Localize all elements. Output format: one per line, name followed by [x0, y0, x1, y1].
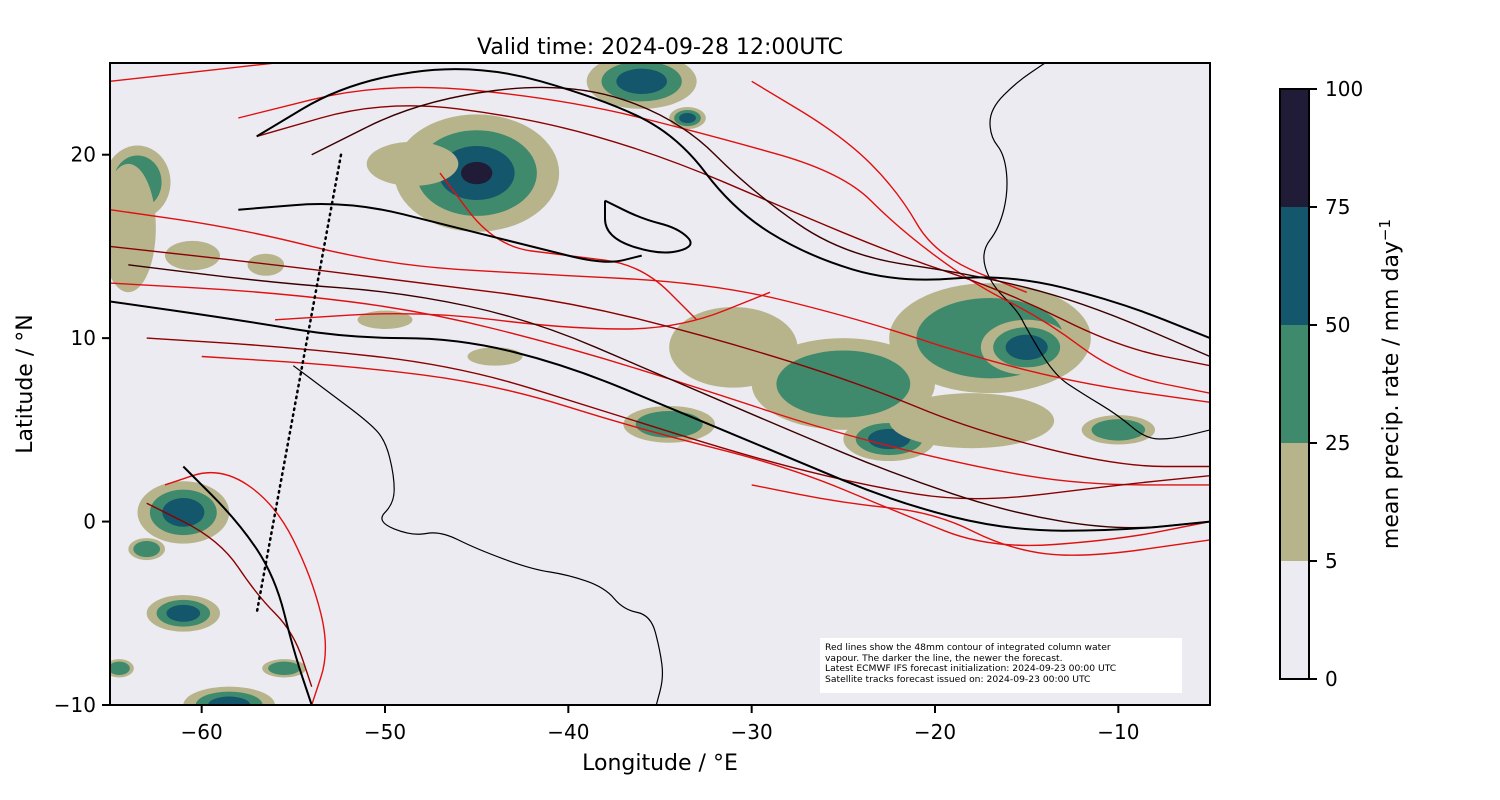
- x-tick-label: −20: [914, 720, 956, 744]
- x-tick-label: −10: [1097, 720, 1139, 744]
- iwv-contour-line: [110, 300, 1210, 532]
- iwv-contour-line: [110, 63, 276, 82]
- y-axis-label: Latitude / °N: [13, 314, 38, 453]
- note-line: Red lines show the 48mm contour of integ…: [825, 642, 1111, 653]
- precip-cell: [366, 141, 459, 186]
- note-line: Satellite tracks forecast issued on: 202…: [825, 673, 1091, 685]
- iwv-contour-line: [110, 245, 1210, 468]
- colorbar-segment: [1280, 325, 1309, 443]
- y-tick-label: −10: [54, 693, 96, 717]
- iwv-contour-line: [256, 105, 1210, 367]
- precip-cell: [357, 310, 413, 329]
- precip-cell: [162, 498, 205, 527]
- colorbar-label-superscript: −1: [1376, 219, 1394, 241]
- precip-cell: [616, 68, 667, 94]
- satellite-track: [255, 153, 343, 615]
- colorbar-label-text: mean precip. rate / mm day: [1379, 241, 1404, 549]
- iwv-contour-line: [751, 80, 1027, 293]
- iwv-contour-line: [274, 291, 771, 330]
- iwv-contour-line: [110, 282, 1210, 486]
- precip-cell: [1091, 419, 1146, 441]
- colorbar: 0 5 25 50 75 100: [1279, 77, 1363, 691]
- note-line: Latest ECMWF IFS forecast initialization…: [825, 663, 1117, 675]
- precip-cell: [110, 661, 130, 676]
- precip-cell: [110, 163, 156, 293]
- satellite-track-layer: [255, 153, 343, 615]
- colorbar-tick-label: 75: [1325, 195, 1350, 219]
- forecast-note-box: Red lines show the 48mm contour of integ…: [820, 638, 1182, 693]
- iwv-contour-line: [751, 484, 1210, 556]
- map-plot-area: [109, 62, 1211, 706]
- iwv-contour-line: [238, 203, 642, 263]
- precip-cell: [889, 393, 1055, 449]
- precip-cell: [467, 347, 523, 366]
- colorbar-tick-label: 100: [1325, 77, 1363, 101]
- colorbar-tick-label: 0: [1325, 667, 1338, 691]
- precip-cell: [268, 661, 301, 676]
- iwv-contour-line: [128, 264, 1210, 529]
- precip-cell: [247, 253, 285, 276]
- colorbar-frame: [1279, 88, 1310, 680]
- note-line: vapour. The darker the line, the newer t…: [825, 652, 1063, 664]
- precip-cell: [776, 350, 911, 418]
- x-tick-label: −60: [181, 720, 223, 744]
- coastline: [983, 63, 1210, 440]
- precip-cell: [1005, 334, 1048, 360]
- precip-cell: [460, 161, 493, 185]
- colorbar-tick-label: 5: [1325, 549, 1338, 573]
- iwv-contour-line: [201, 355, 1210, 547]
- y-tick-label: 10: [71, 326, 96, 350]
- colorbar-segment: [1280, 443, 1309, 561]
- precip-layer: [110, 63, 1156, 705]
- iwv-contour-line: [311, 86, 1210, 358]
- precip-cell: [679, 112, 696, 124]
- iwv-contour-line: [256, 68, 1210, 340]
- x-axis-label: Longitude / °E: [582, 751, 738, 776]
- precip-cell: [166, 604, 201, 622]
- iwv-contour-line: [182, 465, 313, 705]
- x-tick-label: −40: [547, 720, 589, 744]
- colorbar-segment: [1280, 89, 1309, 207]
- x-tick-label: −30: [731, 720, 773, 744]
- x-axis: −60 −50 −40 −30 −20 −10: [181, 705, 1139, 744]
- y-tick-label: 20: [71, 143, 96, 167]
- colorbar-tick-label: 25: [1325, 431, 1350, 455]
- iwv-contour-line: [146, 337, 1210, 500]
- y-tick-label: 0: [83, 510, 96, 534]
- precip-cell: [133, 541, 161, 558]
- coastline: [292, 365, 664, 705]
- colorbar-label: mean precip. rate / mm day−1: [1376, 219, 1404, 549]
- iwv-contour-line: [164, 471, 327, 705]
- colorbar-segment: [1280, 207, 1309, 325]
- colorbar-segment: [1280, 561, 1309, 679]
- coastline-layer: [292, 63, 1210, 705]
- iwv-contour-line: [146, 502, 313, 687]
- y-axis: −10 0 10 20: [54, 143, 110, 717]
- iwv-contour-layer: [110, 63, 1210, 705]
- precip-cell: [208, 696, 251, 705]
- map-title: Valid time: 2024-09-28 12:00UTC: [477, 35, 843, 60]
- iwv-contour-line: [604, 199, 692, 254]
- map-frame: [109, 62, 1211, 706]
- colorbar-tick-label: 50: [1325, 313, 1350, 337]
- x-tick-label: −50: [364, 720, 406, 744]
